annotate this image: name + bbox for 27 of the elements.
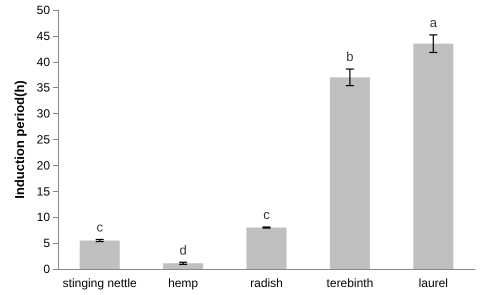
bar — [330, 77, 370, 269]
bar — [163, 263, 204, 269]
y-axis-title: Induction period(h) — [12, 80, 27, 199]
x-tick-label: hemp — [168, 276, 198, 290]
annotation: c — [263, 207, 270, 222]
y-tick-label: 50 — [36, 3, 50, 17]
x-tick-label: stinging nettle — [62, 276, 138, 290]
annotation: b — [346, 49, 354, 64]
y-tick-label: 15 — [36, 184, 50, 198]
annotation: c — [96, 219, 104, 234]
y-tick-label: 25 — [36, 132, 50, 146]
y-tick-label: 35 — [36, 80, 50, 95]
bar — [246, 228, 287, 269]
bar — [80, 240, 120, 269]
y-tick-label: 40 — [36, 54, 50, 69]
x-tick-label: radish — [250, 276, 283, 290]
y-tick-label: 30 — [36, 106, 50, 121]
y-tick-label: 45 — [36, 28, 50, 43]
y-tick-label: 10 — [36, 210, 50, 224]
bar — [413, 44, 454, 269]
x-tick-label: terebinth — [326, 276, 374, 290]
y-tick-label: 20 — [36, 158, 50, 172]
annotation: a — [430, 14, 438, 30]
y-tick-label: 5 — [43, 236, 50, 250]
annotation: d — [179, 242, 187, 258]
x-tick-label: laurel — [418, 276, 448, 290]
y-tick-label: 0 — [43, 262, 50, 276]
